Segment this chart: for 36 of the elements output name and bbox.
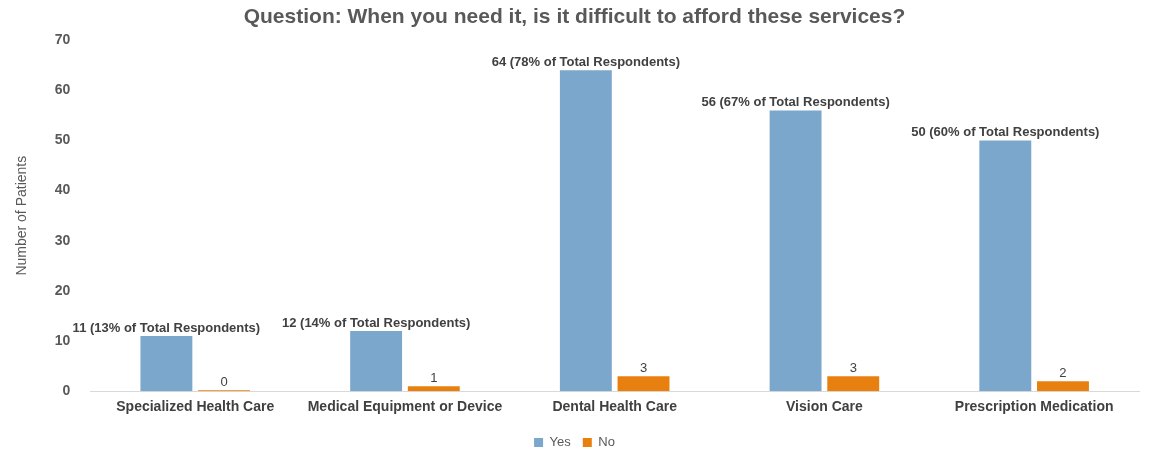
y-tick-label: 0 [62, 382, 71, 399]
bar [350, 331, 403, 392]
data-label: 2 [1059, 365, 1067, 381]
y-tick-label: 40 [54, 181, 71, 198]
bar [559, 70, 612, 392]
y-tick-label: 20 [54, 281, 71, 298]
y-tick-label: 60 [54, 81, 71, 98]
y-tick-label: 50 [54, 131, 71, 148]
y-tick-label: 10 [54, 331, 71, 348]
data-label: 50 (60% of Total Respondents) [911, 124, 1100, 140]
bar [827, 376, 880, 392]
x-tick-label: Dental Health Care [552, 398, 678, 415]
bar [407, 386, 460, 392]
y-axis-title: Number of Patients [13, 155, 30, 276]
legend-label: Yes [549, 434, 572, 450]
bar [769, 110, 822, 392]
x-tick-label: Vision Care [786, 398, 864, 415]
data-label: 11 (13% of Total Respondents) [72, 320, 261, 336]
data-label: 3 [639, 360, 648, 376]
data-label: 64 (78% of Total Respondents) [491, 54, 680, 70]
bar [617, 376, 670, 392]
data-label: 12 (14% of Total Respondents) [281, 315, 471, 331]
bar [1037, 381, 1089, 392]
chart-title: Question: When you need it, is it difficult to afford these services? [243, 4, 906, 28]
x-tick-label: Prescription Medication [954, 398, 1114, 415]
legend-label: No [598, 434, 615, 450]
data-label: 56 (67% of Total Respondents) [701, 94, 890, 110]
x-tick-label: Specialized Health Care [116, 398, 275, 415]
y-tick-label: 30 [54, 231, 71, 248]
data-label: 3 [849, 360, 857, 376]
bar [140, 336, 193, 392]
data-label: 0 [220, 374, 228, 390]
x-tick-label: Medical Equipment or Device [307, 398, 503, 415]
y-tick-label: 70 [54, 31, 71, 48]
data-label: 1 [430, 370, 438, 386]
bar [979, 140, 1032, 392]
